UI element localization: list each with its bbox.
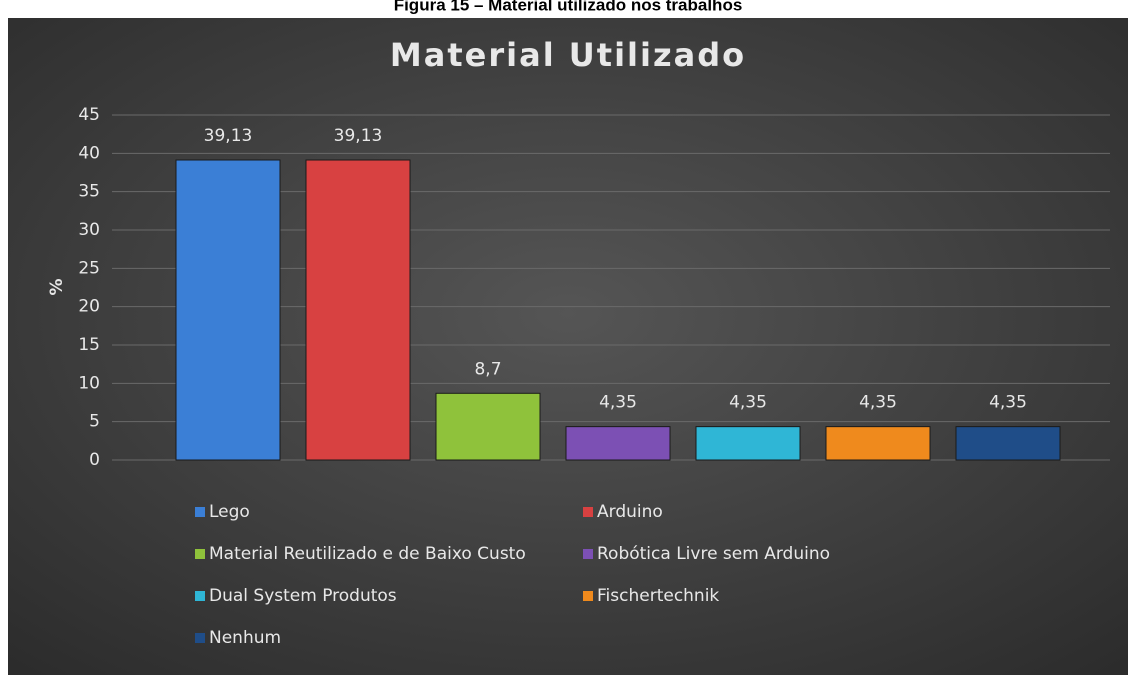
y-tick-label: 40 bbox=[78, 143, 100, 163]
legend-swatch bbox=[195, 549, 205, 559]
bar bbox=[175, 159, 281, 461]
data-label: 4,35 bbox=[599, 393, 637, 413]
bar bbox=[435, 392, 541, 461]
bar bbox=[305, 159, 411, 461]
y-axis-label: % bbox=[47, 278, 67, 295]
legend-swatch bbox=[195, 591, 205, 601]
y-tick-label: 20 bbox=[78, 297, 100, 317]
legend-label: Robótica Livre sem Arduino bbox=[597, 544, 830, 564]
y-tick-label: 35 bbox=[78, 182, 100, 202]
y-tick-label: 5 bbox=[89, 412, 100, 432]
caption: Figura 15 – Material utilizado nos traba… bbox=[394, 0, 743, 14]
data-label: 4,35 bbox=[989, 393, 1027, 413]
legend-label: Material Reutilizado e de Baixo Custo bbox=[209, 544, 526, 564]
bar bbox=[955, 426, 1061, 461]
data-label: 39,13 bbox=[334, 126, 383, 146]
data-label: 4,35 bbox=[729, 393, 767, 413]
y-tick-label: 45 bbox=[78, 105, 100, 125]
y-tick-label: 0 bbox=[89, 450, 100, 470]
legend-label: Lego bbox=[209, 502, 250, 522]
bar bbox=[565, 426, 671, 461]
data-label: 4,35 bbox=[859, 393, 897, 413]
legend-swatch bbox=[195, 633, 205, 643]
legend-swatch bbox=[583, 507, 593, 517]
legend-label: Dual System Produtos bbox=[209, 586, 397, 606]
legend-label: Fischertechnik bbox=[597, 586, 719, 606]
data-label: 39,13 bbox=[204, 126, 253, 146]
chart-title: Material Utilizado bbox=[390, 36, 746, 74]
y-tick-label: 10 bbox=[78, 373, 100, 393]
y-tick-label: 15 bbox=[78, 335, 100, 355]
legend-label: Arduino bbox=[597, 502, 663, 522]
bar bbox=[695, 426, 801, 461]
y-tick-label: 30 bbox=[78, 220, 100, 240]
bar bbox=[825, 426, 931, 461]
legend-swatch bbox=[583, 549, 593, 559]
legend-label: Nenhum bbox=[209, 628, 281, 648]
legend-swatch bbox=[583, 591, 593, 601]
legend-swatch bbox=[195, 507, 205, 517]
y-tick-label: 25 bbox=[78, 258, 100, 278]
data-label: 8,7 bbox=[474, 359, 501, 379]
